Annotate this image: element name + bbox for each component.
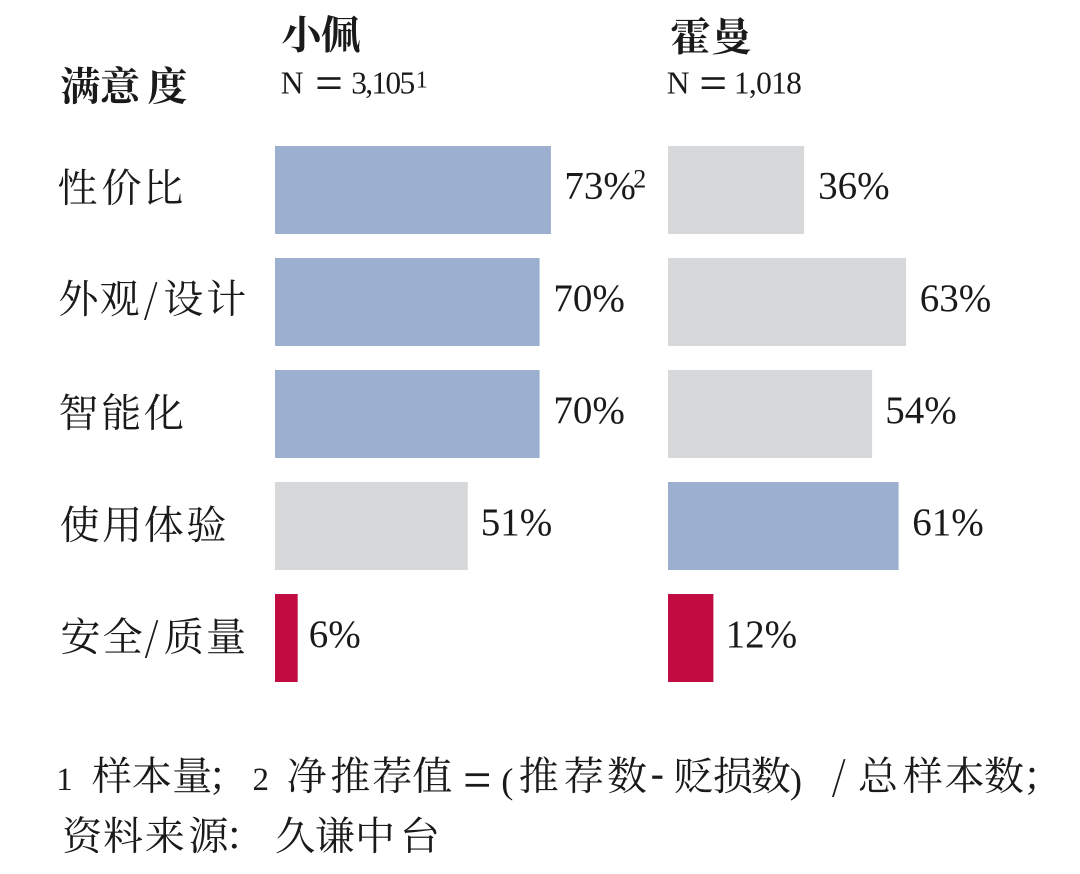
svg-text:70%: 70%	[553, 277, 625, 320]
svg-text:6%: 6%	[309, 613, 361, 656]
svg-text:63%: 63%	[920, 277, 992, 320]
svg-text:): )	[790, 761, 802, 801]
svg-text:N: N	[667, 65, 690, 100]
svg-text:61%: 61%	[912, 501, 984, 544]
svg-text:36%: 36%	[818, 165, 890, 208]
svg-text:N: N	[281, 65, 304, 100]
svg-text:1: 1	[56, 762, 73, 798]
svg-text:2: 2	[633, 165, 646, 194]
svg-text:54%: 54%	[885, 389, 957, 432]
svg-text:2: 2	[253, 762, 270, 798]
svg-text:73%: 73%	[564, 165, 636, 208]
svg-text:(: (	[501, 761, 513, 801]
svg-text:12%: 12%	[726, 613, 798, 656]
svg-text:1: 1	[416, 68, 428, 94]
svg-text:70%: 70%	[553, 389, 625, 432]
svg-text:3,105: 3,105	[351, 65, 415, 100]
svg-text:1,018: 1,018	[734, 65, 802, 100]
svg-text:51%: 51%	[481, 501, 553, 544]
